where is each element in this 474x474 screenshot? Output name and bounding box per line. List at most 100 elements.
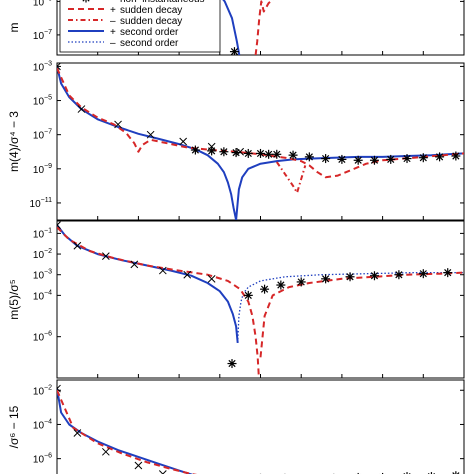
star-marker [369,271,379,281]
cross-marker [57,63,61,71]
star-marker-stroke [338,155,346,164]
legend-box [59,0,221,53]
y-tick-exponent: −2 [44,248,52,255]
star-marker-stroke [305,153,313,161]
cross-marker [134,461,143,470]
cross-marker [77,105,86,113]
panel-axes-frame [56,379,465,474]
star-marker-stroke [395,271,403,279]
star-marker [207,146,217,156]
y-tick-base: 10 [33,420,45,431]
y-tick-label: 10−7 [33,129,52,142]
star-marker-stroke [387,155,395,164]
star-marker [190,145,200,155]
y-tick-exponent: −1 [44,227,52,234]
star-marker-stroke [322,275,330,283]
legend-entry: – sudden decay [68,16,182,27]
cross-marker-stroke [179,137,188,146]
y-tick-label: 10−2 [33,384,52,397]
cross-marker-stroke [101,252,110,260]
y-tick-base: 10 [33,165,45,176]
y-tick-label: 10−6 [33,331,52,344]
star-marker-stroke [256,149,265,158]
y-tick-label: 10−4 [33,418,52,431]
cross-marker-stroke [57,224,61,229]
star-marker [337,154,347,164]
y-tick-label: 10−7 [33,29,52,42]
star-marker [418,153,428,163]
star-marker-stroke [265,150,273,158]
legend-sign: – [110,38,116,49]
series-line-second-order [222,0,241,55]
cross-marker [73,241,82,250]
star-marker-stroke [244,149,252,158]
star-marker-stroke [322,154,330,163]
cross-marker-stroke [134,461,143,470]
star-marker-stroke [230,48,239,55]
legend-sign: – [110,16,116,27]
star-marker [264,149,274,159]
y-tick-exponent: −7 [44,129,52,136]
y-tick-label: 10−5 [33,95,52,108]
star-marker-stroke [370,156,379,164]
cross-marker-stroke [73,241,82,250]
y-tick-label: 10−4 [33,289,52,302]
legend-label: non–instantaneous [120,0,205,5]
star-marker-stroke [289,151,297,159]
cross-marker-stroke [57,221,61,226]
legend-entry: + sudden decay [68,5,182,16]
legend-label: sudden decay [120,16,182,27]
y-tick-label: 10−3 [33,269,52,282]
cross-marker-stroke [73,429,82,437]
y-tick-label: 10−3 [33,60,52,73]
star-marker [345,272,355,282]
y-tick-label: 10−9 [33,163,52,176]
star-marker [369,155,379,165]
star-marker [288,150,298,160]
star-marker [386,154,396,164]
y-axis-label: /σ⁶ − 15 [7,405,21,448]
y-tick-exponent: −3 [44,60,52,67]
star-marker-stroke [444,269,452,277]
panel-m6: 10−210−410−6/σ⁶ − 15 [7,379,465,474]
panel-top: 10−610−7m [7,0,465,56]
cross-marker-stroke [130,260,139,269]
legend-sign: + [110,27,116,38]
cross-marker-stroke [57,65,61,71]
star-marker-stroke [370,272,379,280]
y-tick-label: 10−1 [33,227,52,240]
legend-entry: –non–instantaneous [82,0,205,5]
cross-marker-stroke [114,120,122,129]
y-tick-base: 10 [33,271,45,282]
star-marker-stroke [419,270,427,278]
legend-label: second order [120,27,179,38]
star-marker-stroke [228,359,236,368]
cross-marker [57,384,61,393]
y-tick-base: 10 [30,199,42,210]
star-marker [219,147,229,157]
star-marker [227,359,237,369]
star-marker-stroke [452,152,460,160]
series-line-second-order [57,224,239,343]
panel-m4: 10−310−510−710−910−11m(4)/σ⁴ − 3 [7,60,465,221]
star-marker-stroke [435,153,444,161]
cross-marker-stroke [158,266,167,275]
panel-m5: 10−110−210−310−410−6m(5)/σ⁵ [7,220,465,379]
y-tick-exponent: −3 [44,269,52,276]
y-tick-label: 10−6 [33,0,52,8]
legend: –non–instantaneous+sudden decay–sudden d… [59,0,221,53]
series-line-sudden-decay-dip-2 [275,161,307,194]
star-marker-stroke [220,148,228,156]
star-marker [435,152,445,162]
cross-marker [130,260,139,269]
series-line-sudden-decay [57,226,260,378]
cross-marker [183,270,192,279]
legend-star-marker-stroke [87,0,90,2]
star-marker [394,270,404,280]
star-marker-stroke [191,146,199,154]
legend-star-marker-stroke [82,0,85,2]
cross-marker-stroke [57,63,61,68]
star-marker [229,47,239,55]
